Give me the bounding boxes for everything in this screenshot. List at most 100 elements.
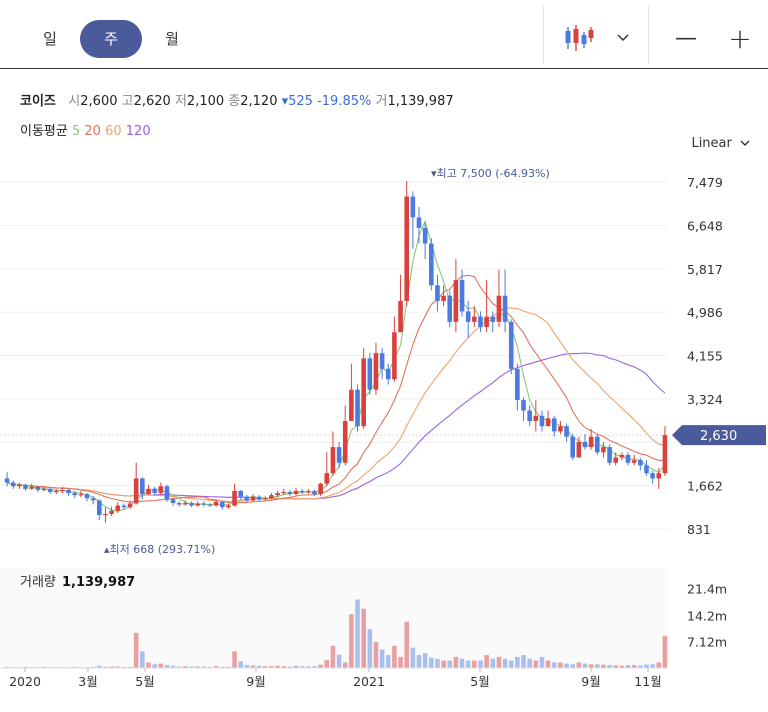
high-value: 2,620 xyxy=(133,94,171,109)
candle-body xyxy=(496,295,502,322)
candle-body xyxy=(201,503,207,505)
volume-bar xyxy=(385,655,391,668)
candle-body xyxy=(349,389,354,422)
candle-body xyxy=(109,510,114,514)
high-annotation: ▾최고 7,500 (-64.93%) xyxy=(431,167,550,180)
volume-bar xyxy=(576,662,582,668)
toolbar: 일 주 월 — + xyxy=(0,0,768,69)
candle-body xyxy=(656,473,662,479)
y-tick-label: 831 xyxy=(687,522,711,537)
scale-mode: Linear xyxy=(691,136,732,151)
volume-bar xyxy=(183,666,188,668)
toolbar-divider xyxy=(543,6,544,64)
low-label: 저 xyxy=(174,94,187,109)
candle-body xyxy=(262,498,268,500)
volume-bar xyxy=(355,599,360,668)
candle-body xyxy=(631,460,637,463)
candle-body xyxy=(158,486,164,494)
y-tick-label: 6,648 xyxy=(687,218,723,233)
candle-body xyxy=(41,488,47,491)
volume-bar xyxy=(619,665,625,668)
candle-body xyxy=(140,478,145,495)
x-tick-label: 9월 xyxy=(246,674,265,689)
volume-bar xyxy=(410,647,416,668)
candle-body xyxy=(115,505,121,511)
period-tab-week[interactable]: 주 xyxy=(80,20,142,58)
volume-bar xyxy=(336,654,342,668)
period-tab-day[interactable]: 일 xyxy=(43,30,57,48)
volume-bar xyxy=(551,662,557,668)
period-tab-month[interactable]: 월 xyxy=(165,30,179,48)
candle-body xyxy=(625,454,631,463)
candle-body xyxy=(219,501,225,508)
candle-body xyxy=(35,486,41,490)
candle-body xyxy=(47,488,53,492)
candle-body xyxy=(176,502,182,505)
volume-bar xyxy=(613,665,619,668)
volume-value: 1,139,987 xyxy=(387,94,454,109)
candle-body xyxy=(232,490,237,506)
x-tick-label: 9월 xyxy=(581,674,600,689)
moving-average-5 xyxy=(6,219,666,512)
change-value: ▾525 -19.85% xyxy=(281,94,372,109)
candle-body xyxy=(269,495,274,499)
candle-body xyxy=(226,505,231,508)
volume-bar xyxy=(465,660,471,668)
candle-body xyxy=(53,490,59,493)
candle-body xyxy=(459,280,465,312)
candle-body xyxy=(472,316,477,322)
candle-body xyxy=(576,441,582,458)
candle-body xyxy=(330,447,336,474)
volume-bar xyxy=(508,660,514,668)
volume-bar xyxy=(379,649,385,668)
volume-bar xyxy=(127,666,133,668)
toolbar-divider xyxy=(648,6,649,64)
volume-bar xyxy=(650,664,655,668)
volume-bar xyxy=(176,666,182,668)
volume-bar xyxy=(588,664,594,668)
candle-body xyxy=(318,483,323,495)
candle-body xyxy=(607,447,612,463)
moving-average-60 xyxy=(6,307,666,503)
candle-body xyxy=(558,426,563,432)
ma-20: 20 xyxy=(84,124,101,139)
stock-name: 코이즈 xyxy=(20,94,56,109)
volume-bar xyxy=(625,665,631,668)
open-value: 2,600 xyxy=(80,94,118,109)
volume-bar xyxy=(502,658,508,668)
candle-body xyxy=(373,353,379,390)
current-price-badge xyxy=(672,425,766,446)
volume-title: 거래량 xyxy=(20,575,56,590)
volume-bar xyxy=(164,665,170,668)
volume-bar xyxy=(109,666,114,668)
chart-type-candle-icon[interactable] xyxy=(556,18,600,58)
volume-bar xyxy=(631,665,637,668)
volume-bar xyxy=(312,666,317,668)
zoom-out-button[interactable]: — xyxy=(675,25,697,51)
volume-bar xyxy=(539,656,545,668)
y-tick-label: 4,155 xyxy=(687,349,723,364)
volume-bar xyxy=(644,664,649,668)
candle-body xyxy=(367,358,373,390)
zoom-in-button[interactable]: + xyxy=(728,21,752,55)
candle-body xyxy=(484,316,489,328)
chevron-down-icon[interactable] xyxy=(610,18,636,58)
x-tick-label: 2020 xyxy=(9,674,41,689)
candle-body xyxy=(428,243,434,286)
volume-bar xyxy=(558,662,563,668)
volume-bar xyxy=(96,665,102,668)
candle-body xyxy=(570,436,576,458)
candle-body xyxy=(72,493,78,496)
scale-selector[interactable]: Linear xyxy=(691,136,750,151)
candle-body xyxy=(465,311,471,322)
volume-bar xyxy=(594,664,600,668)
candle-body xyxy=(398,300,403,333)
volume-tick-label: 21.4m xyxy=(687,582,727,597)
low-value: 2,100 xyxy=(186,94,225,109)
volume-bar xyxy=(115,666,121,668)
moving-average-legend: 이동평균 5 20 60 120 xyxy=(20,120,151,139)
volume-bar xyxy=(90,666,96,668)
stock-summary: 코이즈 시2,600 고2,620 저2,100 종2,120 ▾525 -19… xyxy=(20,90,454,109)
candle-body xyxy=(127,503,133,508)
moving-average-20 xyxy=(6,274,665,504)
